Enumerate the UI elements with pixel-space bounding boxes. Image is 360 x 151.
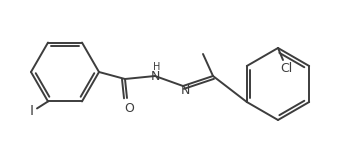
Text: H: H (153, 62, 161, 72)
Text: O: O (124, 101, 134, 114)
Text: N: N (180, 85, 190, 98)
Text: N: N (150, 69, 160, 82)
Text: I: I (30, 104, 34, 118)
Text: Cl: Cl (280, 61, 292, 74)
